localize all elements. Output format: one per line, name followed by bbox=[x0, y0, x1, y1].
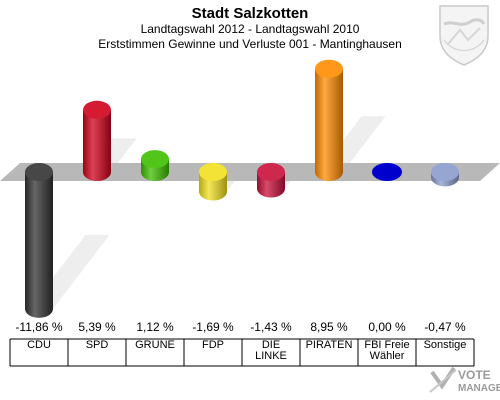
chart-subtitle-district: Erststimmen Gewinne und Verluste 001 - M… bbox=[98, 37, 402, 51]
category-label: PIRATEN bbox=[305, 339, 353, 351]
chart-subtitle-comparison: Landtagswahl 2012 - Landtagswahl 2010 bbox=[140, 22, 360, 36]
bar-zero-disc bbox=[372, 163, 402, 181]
chart-title: Stadt Salzkotten bbox=[191, 5, 309, 22]
bar-top-cap bbox=[257, 163, 285, 181]
bar-body bbox=[83, 109, 111, 172]
value-label: 5,39 % bbox=[78, 320, 116, 334]
bar-top-cap bbox=[199, 163, 227, 181]
coat-of-arms-icon bbox=[439, 5, 489, 66]
value-label: 1,12 % bbox=[136, 320, 174, 334]
bar-cdu bbox=[25, 163, 53, 318]
bar-body bbox=[25, 172, 53, 309]
baseline-plane bbox=[0, 163, 500, 181]
bar-fdp bbox=[199, 163, 227, 201]
value-label: 8,95 % bbox=[310, 320, 348, 334]
value-label: 0,00 % bbox=[368, 320, 406, 334]
bar-piraten bbox=[315, 59, 343, 181]
bar-fbi-freie-w-hler bbox=[372, 163, 402, 181]
bar-sonstige bbox=[431, 163, 459, 187]
category-label: DIE LINKE bbox=[255, 339, 287, 362]
category-label: SPD bbox=[85, 339, 109, 351]
bar-top-cap bbox=[83, 100, 111, 119]
bar-bottom-cap bbox=[25, 299, 53, 318]
bar-bottom-cap bbox=[315, 163, 343, 181]
value-label: -1,69 % bbox=[192, 320, 234, 334]
watermark-manager: MANAGER bbox=[458, 383, 500, 394]
bar-top-cap bbox=[431, 163, 459, 181]
bar-bottom-cap bbox=[257, 179, 285, 198]
vote-manager-logo-icon bbox=[429, 366, 457, 393]
bar-gr-ne bbox=[141, 150, 169, 181]
value-label: -0,47 % bbox=[424, 320, 466, 334]
watermark-vote: VOTE bbox=[458, 368, 491, 382]
bar-top-cap bbox=[315, 59, 343, 78]
bar-die-linke bbox=[257, 163, 285, 198]
category-label: GRÜNE bbox=[135, 339, 175, 351]
bar-top-cap bbox=[25, 163, 53, 181]
bar-top-cap bbox=[141, 150, 169, 169]
bar-bottom-cap bbox=[83, 163, 111, 181]
bar-spd bbox=[83, 100, 111, 181]
bar-bottom-cap bbox=[199, 182, 227, 201]
category-label: FBI Freie Wähler bbox=[364, 339, 410, 362]
category-label: FDP bbox=[202, 339, 224, 351]
category-label: Sonstige bbox=[423, 339, 467, 351]
bar-bottom-cap bbox=[141, 163, 169, 181]
category-label: CDU bbox=[27, 339, 51, 351]
value-label: -11,86 % bbox=[15, 320, 63, 334]
bar-body bbox=[315, 68, 343, 172]
value-label: -1,43 % bbox=[250, 320, 292, 334]
